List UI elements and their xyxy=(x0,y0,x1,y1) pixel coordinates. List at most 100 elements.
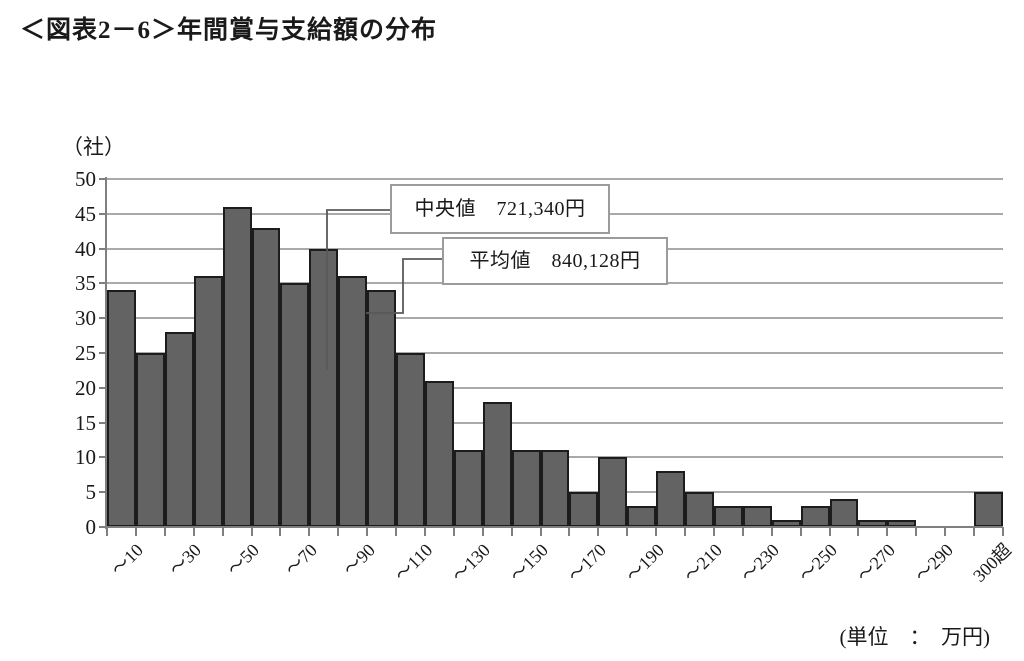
histogram-bar xyxy=(858,520,888,527)
x-tick-mark xyxy=(626,527,629,536)
y-tick-mark xyxy=(99,491,107,494)
histogram-bar xyxy=(656,471,686,527)
x-tick-mark xyxy=(106,527,108,536)
x-tick-mark xyxy=(221,527,224,536)
histogram-bar xyxy=(222,206,252,527)
histogram-bar xyxy=(107,290,136,527)
x-axis-unit-note: (単位 ： 万円) xyxy=(839,625,991,649)
gridline xyxy=(107,352,1003,354)
x-tick-label: ～110 xyxy=(390,539,437,586)
y-tick-label: 30 xyxy=(75,306,96,331)
histogram-bar xyxy=(309,248,339,527)
histogram-bar xyxy=(193,276,223,527)
x-tick-label: ～190 xyxy=(621,539,668,586)
y-tick-mark xyxy=(99,421,107,424)
x-tick-mark xyxy=(568,527,571,536)
histogram-bar xyxy=(742,506,772,527)
y-tick-label: 40 xyxy=(75,236,96,261)
histogram-bar xyxy=(511,450,541,527)
histogram-bar xyxy=(280,283,310,527)
x-tick-label: ～270 xyxy=(852,539,899,586)
x-tick-mark xyxy=(973,527,976,536)
histogram-bar xyxy=(135,353,165,527)
x-tick-mark xyxy=(539,527,542,536)
x-tick-mark xyxy=(828,527,831,536)
y-tick-label: 50 xyxy=(75,167,96,191)
y-tick-label: 10 xyxy=(75,445,96,470)
histogram-bar xyxy=(713,506,743,527)
y-tick-mark xyxy=(99,178,107,180)
x-tick-mark xyxy=(452,527,455,536)
histogram-bar xyxy=(367,290,397,527)
x-tick-label: ～130 xyxy=(448,539,495,586)
median-annotation-box: 中央値 721,340円 xyxy=(390,184,610,234)
y-tick-label: 35 xyxy=(75,271,96,296)
x-tick-label: ～30 xyxy=(165,539,206,580)
histogram-bar xyxy=(974,492,1003,527)
histogram-bar xyxy=(453,450,483,527)
x-tick-mark xyxy=(163,527,166,536)
figure-title: ＜図表2－6＞年間賞与支給額の分布 xyxy=(20,17,438,44)
x-tick-mark xyxy=(741,527,744,536)
x-tick-mark xyxy=(250,527,253,536)
x-tick-mark xyxy=(1002,527,1004,536)
x-tick-mark xyxy=(192,527,195,536)
gridline xyxy=(107,421,1003,424)
y-axis-line xyxy=(105,177,107,529)
y-tick-mark xyxy=(99,317,107,320)
y-tick-mark xyxy=(99,352,107,354)
y-tick-mark xyxy=(99,212,107,215)
gridline xyxy=(107,178,1003,180)
y-tick-label: 5 xyxy=(85,480,97,505)
x-tick-label: ～210 xyxy=(679,539,726,586)
histogram-bar xyxy=(251,227,281,527)
x-tick-label: ～230 xyxy=(737,539,784,586)
y-tick-mark xyxy=(99,282,107,285)
x-axis-line xyxy=(105,526,1003,528)
histogram-bar xyxy=(627,506,657,527)
histogram-bar xyxy=(569,492,599,527)
x-tick-label: ～50 xyxy=(223,539,264,580)
x-tick-mark xyxy=(597,527,600,536)
x-tick-mark xyxy=(857,527,860,536)
histogram-bar xyxy=(396,353,425,527)
histogram-bar xyxy=(771,520,801,527)
gridline xyxy=(107,386,1003,389)
x-tick-mark xyxy=(337,527,340,536)
y-tick-label: 45 xyxy=(75,201,96,226)
x-tick-label: ～170 xyxy=(563,539,610,586)
histogram-bar xyxy=(685,492,714,527)
x-tick-mark xyxy=(915,527,918,536)
x-tick-label: ～70 xyxy=(281,539,321,580)
gridline xyxy=(107,317,1003,320)
x-tick-label: ～150 xyxy=(506,539,553,586)
y-tick-mark xyxy=(99,247,107,250)
y-tick-label: 0 xyxy=(85,515,97,539)
y-tick-label: 25 xyxy=(75,341,96,365)
histogram-bar xyxy=(800,506,830,527)
histogram-bar xyxy=(424,380,454,527)
y-tick-mark xyxy=(99,526,107,528)
x-tick-label: ～250 xyxy=(795,539,842,586)
histogram-bar xyxy=(338,276,368,527)
mean-annotation-box: 平均値 840,128円 xyxy=(442,237,668,285)
x-tick-mark xyxy=(886,527,889,536)
x-tick-mark xyxy=(481,527,484,536)
x-tick-mark xyxy=(799,527,802,536)
x-tick-mark xyxy=(423,527,426,536)
histogram-bar xyxy=(540,450,570,527)
y-axis-unit-label: （社） xyxy=(62,135,125,159)
y-tick-label: 20 xyxy=(75,375,96,400)
x-tick-mark xyxy=(655,527,658,536)
histogram-bar xyxy=(829,499,859,527)
x-tick-mark xyxy=(395,527,398,536)
x-tick-label: ～90 xyxy=(339,539,379,580)
x-tick-mark xyxy=(944,527,947,536)
x-tick-mark xyxy=(279,527,282,536)
x-tick-label: ～290 xyxy=(910,539,957,586)
x-tick-mark xyxy=(684,527,687,536)
x-tick-mark xyxy=(510,527,513,536)
y-tick-mark xyxy=(99,386,107,389)
x-tick-mark xyxy=(134,527,137,536)
